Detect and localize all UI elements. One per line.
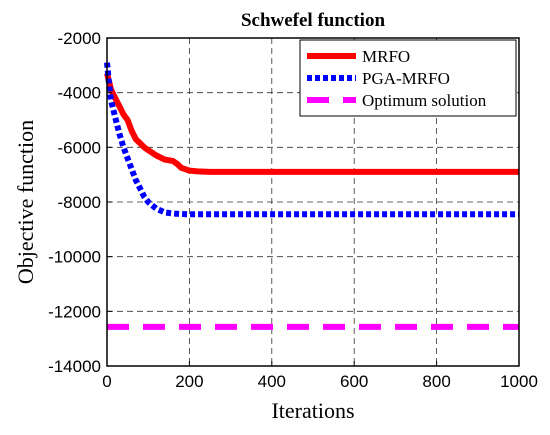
plot-lines	[104, 62, 519, 330]
x-tick-label: 800	[422, 372, 450, 391]
y-tick-label: -8000	[58, 193, 101, 212]
chart-title: Schwefel function	[241, 10, 386, 31]
x-tick-label: 400	[258, 372, 286, 391]
y-tick-label: -2000	[58, 29, 101, 48]
x-tick-label: 1000	[500, 372, 538, 391]
axis-ticks: 0 200 400 600 800 1000 -2000 -4000 -6000 -8000 -10…	[48, 29, 538, 391]
legend-label-2: PGA-MRFO	[362, 69, 450, 88]
series-line-2	[104, 62, 519, 218]
y-tick-label: -14000	[48, 357, 101, 376]
legend-label-3: Optimum solution	[362, 91, 487, 110]
y-tick-label: -10000	[48, 248, 101, 267]
x-axis-title: Iterations	[271, 398, 354, 423]
x-tick-label: 0	[102, 372, 111, 391]
x-tick-label: 600	[340, 372, 368, 391]
x-tick-label: 200	[175, 372, 203, 391]
series-line-1	[104, 72, 519, 175]
y-tick-label: -6000	[58, 138, 101, 157]
y-axis-title: Objective function	[13, 120, 38, 284]
y-tick-label: -12000	[48, 302, 101, 321]
y-tick-label: -4000	[58, 84, 101, 103]
legend: MRFO PGA-MRFO Optimum solution	[299, 39, 517, 117]
legend-label-1: MRFO	[362, 47, 410, 66]
